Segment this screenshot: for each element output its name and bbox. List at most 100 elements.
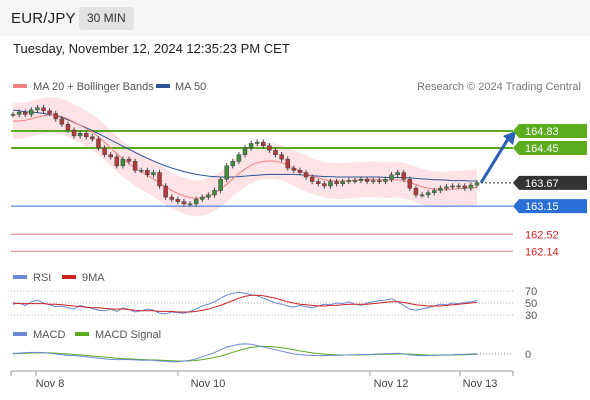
macd-line [13, 343, 478, 363]
ma50-line [12, 109, 477, 182]
level-label-162.14: 162.14 [525, 246, 559, 258]
macd-legend-label: MACD [33, 329, 65, 341]
candle-body [346, 180, 352, 182]
candle-body [468, 184, 474, 189]
candle-body [303, 172, 309, 178]
macd-panel: 0 [12, 343, 531, 363]
candle-body [193, 199, 199, 205]
candle-body [230, 161, 236, 167]
candle-body [102, 147, 107, 155]
candle-body [138, 170, 144, 172]
level-labels: 164.83 164.45 163.67 163.15 162.52 162.14 [513, 123, 587, 258]
candle-body [474, 182, 480, 186]
moving-averages [12, 109, 478, 199]
pivot-label-box [513, 199, 587, 214]
ma50-legend-label: MA 50 [175, 81, 206, 93]
candle-body [352, 180, 358, 182]
candle-body [334, 181, 339, 184]
rsi-tick-label: 30 [525, 310, 537, 322]
price-candles [10, 105, 480, 207]
candle-body [364, 179, 370, 182]
rsi-ma-legend-swatch [62, 275, 76, 279]
candle-body [438, 187, 443, 191]
candle-body [444, 186, 449, 189]
candle-body [10, 114, 16, 116]
interval-button[interactable]: 30 MIN [79, 7, 134, 30]
candle-body [96, 138, 101, 149]
candle-body [383, 179, 388, 182]
rsi-tick-label: 70 [525, 286, 537, 298]
candle-body [22, 111, 28, 115]
macd-signal-legend-swatch [75, 332, 89, 336]
candle-body [279, 154, 284, 160]
rsi-legend-swatch [13, 275, 27, 279]
candle-body [297, 170, 303, 173]
forecast-arrow [479, 130, 516, 184]
level-label-164.83: 164.83 [525, 126, 559, 138]
candle-body [285, 158, 290, 169]
candle-body [328, 181, 333, 187]
rsi-legend-label: RSI [33, 272, 51, 284]
candle-body [84, 132, 89, 138]
candle-body [273, 149, 278, 155]
candle-body [462, 185, 468, 189]
candle-body [175, 199, 181, 202]
candle-body [47, 110, 52, 114]
level-label-163.15: 163.15 [525, 201, 559, 213]
last-label-box [513, 175, 587, 190]
timestamp: Tuesday, November 12, 2024 12:35:23 PM C… [13, 41, 290, 56]
candle-body [261, 141, 266, 146]
ma50-legend-swatch [156, 84, 170, 88]
candle-body [419, 194, 425, 197]
candle-body [316, 181, 321, 184]
macd-tick-label: 0 [525, 349, 531, 361]
candle-body [77, 132, 83, 137]
candle-body [108, 154, 113, 158]
x-tick-label: Nov 12 [374, 378, 409, 390]
candle-body [395, 172, 400, 176]
candle-body [187, 203, 193, 206]
credit-label: Research © 2024 Trading Central [417, 81, 581, 93]
macd-legend-swatch [13, 332, 27, 336]
candle-body [358, 179, 364, 181]
candle-body [90, 136, 95, 140]
candle-body [218, 179, 223, 191]
candle-body [157, 172, 162, 187]
ma20-legend-label: MA 20 + Bollinger Bands [33, 81, 154, 93]
candle-body [425, 192, 431, 196]
candle-body [450, 185, 455, 188]
candle-body [65, 124, 71, 131]
candle-body [236, 154, 242, 162]
candle-body [456, 185, 461, 188]
candle-body [291, 167, 297, 171]
rsi-ma-legend-label: 9MA [82, 272, 105, 284]
candle-body [322, 183, 327, 187]
candle-body [41, 107, 46, 112]
candle-body [377, 180, 382, 182]
ma20-legend-swatch [13, 84, 27, 88]
candle-body [169, 196, 174, 200]
top-bar: EUR/JPY 30 MIN [0, 0, 590, 36]
candle-body [29, 109, 34, 115]
candle-body [200, 196, 205, 200]
candle-body [53, 113, 58, 120]
candle-body [114, 156, 120, 167]
candle-body [126, 158, 132, 162]
x-axis: Nov 8 Nov 10 Nov 12 Nov 13 [10, 371, 514, 390]
candle-body [120, 158, 126, 167]
x-tick-label: Nov 8 [36, 378, 65, 390]
candle-body [432, 190, 437, 193]
candle-body [370, 180, 376, 182]
candle-body [224, 165, 229, 180]
candle-body [71, 129, 77, 137]
candle-body [212, 190, 217, 196]
symbol-label: EUR/JPY [11, 10, 76, 27]
candle-body [267, 145, 272, 151]
ma20-line [13, 114, 478, 199]
macd-signal-legend-label: MACD Signal [95, 329, 161, 341]
forecast-arrow-head [503, 130, 516, 145]
x-tick-label: Nov 13 [463, 378, 498, 390]
x-tick-label: Nov 10 [191, 378, 226, 390]
